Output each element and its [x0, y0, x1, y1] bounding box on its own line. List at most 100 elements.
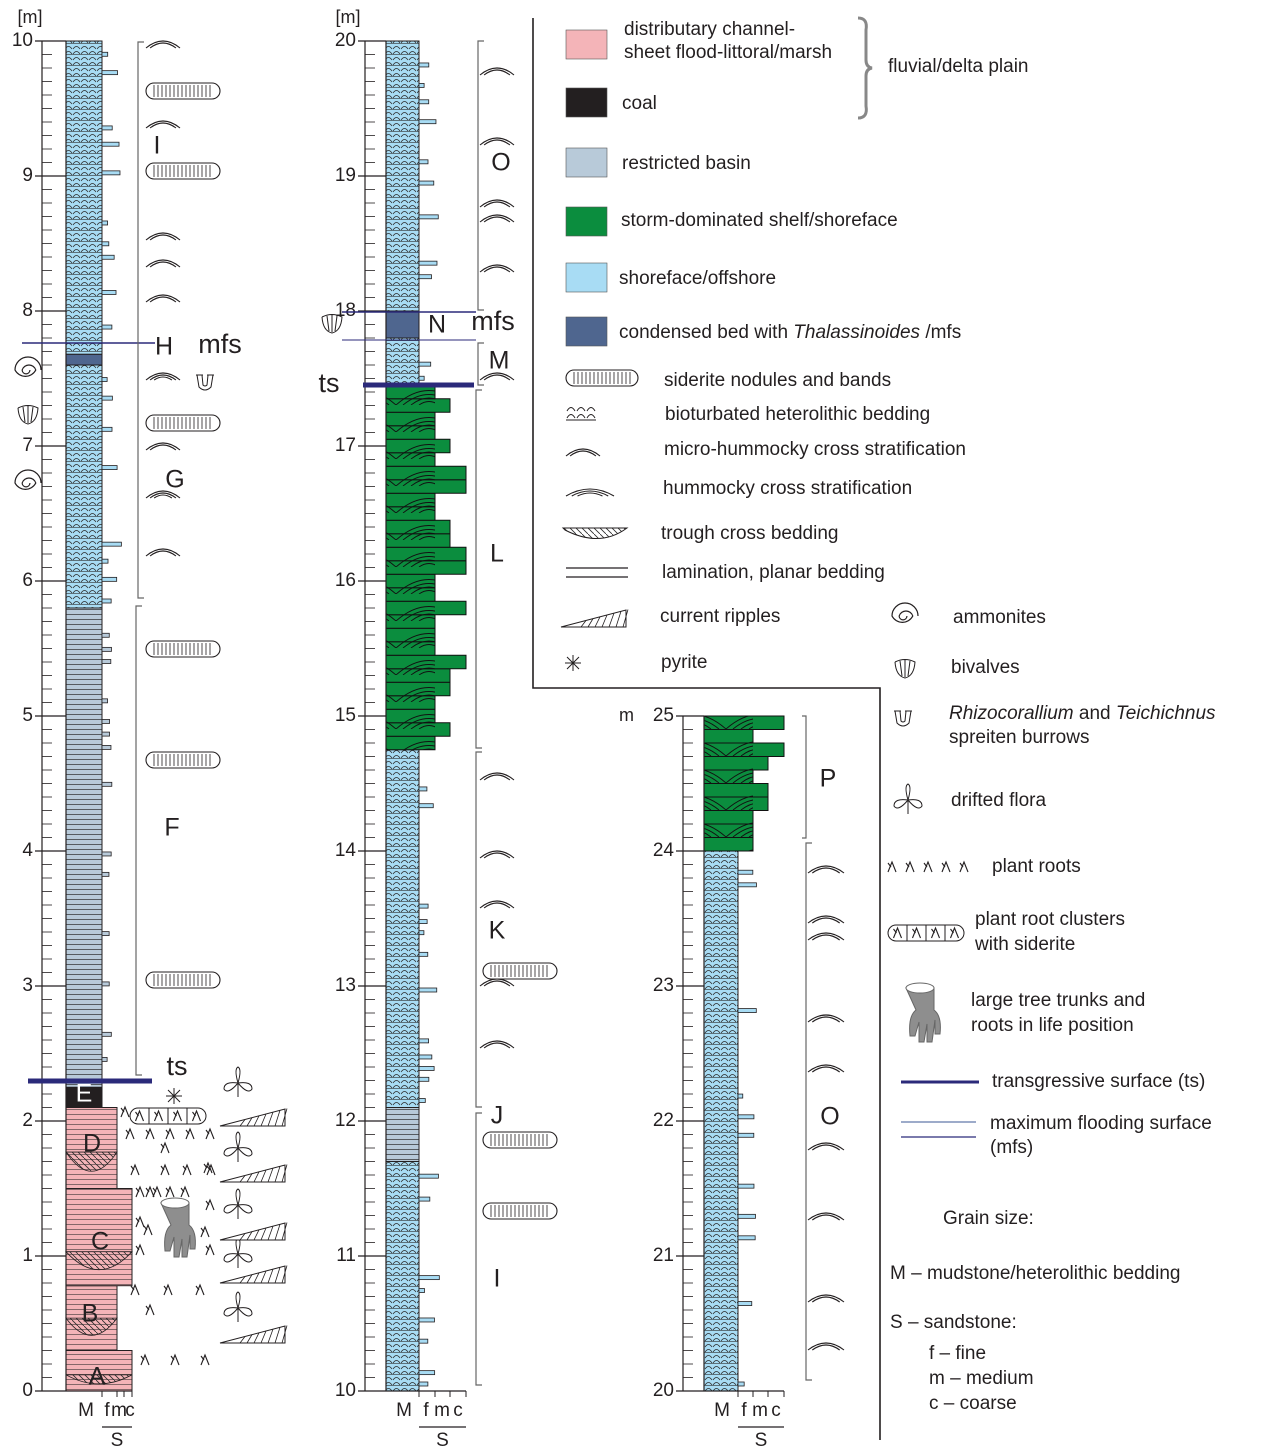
sand-bed — [419, 904, 428, 908]
sand-bed — [419, 100, 429, 104]
symbol-label: roots in life position — [971, 1015, 1134, 1036]
symbol-label: hummocky cross stratification — [663, 478, 912, 499]
grain-size-entry: f – fine — [929, 1343, 986, 1364]
tick-label: 11 — [336, 1245, 356, 1266]
sand-bed — [419, 1339, 428, 1343]
page: { "columns": [ {"unit_label": "[m]", "ra… — [0, 0, 1261, 1452]
siderite-symbol — [146, 641, 220, 657]
sand-bed — [102, 1032, 111, 1036]
facies-swatch — [566, 263, 607, 292]
root-symbol — [126, 1129, 134, 1139]
tick-label: 2 — [22, 1110, 33, 1131]
root-symbol — [166, 1129, 174, 1139]
tick-label: 14 — [335, 840, 357, 861]
root-symbol — [144, 1225, 152, 1235]
hcs-symbol — [808, 1295, 844, 1302]
symbol-label: ammonites — [953, 607, 1046, 628]
unit-label: m — [619, 705, 634, 725]
ripple-symbol — [220, 1326, 285, 1343]
tick-label: 21 — [653, 1245, 674, 1266]
facies-label-part: distributary channel- — [624, 19, 795, 40]
sand-bed — [419, 931, 424, 935]
root-symbol — [181, 1187, 189, 1197]
sand-bed — [419, 920, 427, 924]
symbol-label-part: spreiten burrows — [949, 727, 1089, 748]
tree-symbol — [906, 988, 940, 1042]
sand-bed — [419, 1371, 435, 1375]
sand-bed — [419, 181, 434, 185]
symbol-label-part: current ripples — [660, 606, 780, 627]
unit-name: F — [164, 814, 179, 842]
symbol-label: siderite nodules and bands — [664, 370, 891, 391]
bed-texture — [386, 385, 435, 750]
sand-bed — [102, 872, 109, 876]
sand-bed — [102, 126, 112, 130]
facies-label: distributary channel- — [624, 19, 795, 40]
ripple-symbol — [220, 1266, 285, 1283]
root-symbol — [171, 1355, 179, 1365]
facies-label: restricted basin — [622, 153, 751, 174]
unit-name: O — [820, 1103, 839, 1131]
sand-bed — [102, 221, 108, 225]
sand-bed — [419, 160, 428, 164]
unit-bracket — [138, 42, 144, 598]
symbol-label-part: and — [1074, 703, 1116, 724]
sand-bed — [738, 1009, 756, 1013]
root-symbol — [196, 1285, 204, 1295]
root-symbol — [201, 1227, 209, 1237]
facies-label-part: Thalassinoides — [793, 322, 920, 343]
facies-swatch — [566, 148, 607, 177]
unit-name: M — [489, 347, 510, 375]
siderite-symbol — [146, 83, 220, 99]
unit-name: J — [491, 1102, 504, 1130]
group-label: fluvial/delta plain — [888, 56, 1028, 77]
bivalve-symbol — [18, 406, 38, 425]
sand-bed — [102, 852, 111, 856]
root-symbol — [146, 1305, 154, 1315]
symbol-label-part: Rhizocorallium — [949, 703, 1074, 724]
symbol-label-part: trough cross bedding — [661, 523, 838, 544]
root-symbol — [146, 1129, 154, 1139]
hcs-symbol — [808, 933, 844, 940]
sand-bed — [102, 732, 110, 736]
grain-size-label: f — [104, 1400, 110, 1421]
symbol-label-part: ammonites — [953, 607, 1046, 628]
sand-bed — [102, 577, 117, 581]
root-symbol — [131, 1285, 139, 1295]
symbol-label: spreiten burrows — [949, 727, 1089, 748]
hcs-symbol — [480, 979, 514, 986]
unit-name: I — [494, 1265, 501, 1293]
burrow-symbol — [894, 711, 912, 726]
siderite-symbol — [146, 415, 220, 431]
sand-bed — [102, 647, 111, 651]
flora-symbol — [224, 1292, 252, 1322]
tree-top — [906, 983, 934, 993]
root-symbol — [960, 862, 968, 872]
sand-bed — [738, 883, 756, 887]
sand-bed — [419, 275, 431, 279]
root-symbol — [906, 862, 914, 872]
bio-symbol — [566, 408, 596, 421]
tick-label: 0 — [22, 1380, 33, 1401]
symbol-label-part: maximum flooding surface — [990, 1113, 1212, 1134]
tick-label: 20 — [653, 1380, 674, 1401]
siderite-symbol — [483, 963, 557, 979]
ammonite-symbol — [15, 357, 41, 376]
facies-swatch — [566, 30, 607, 59]
bed-texture — [386, 1108, 419, 1162]
unit-name: B — [82, 1300, 99, 1328]
sand-bed — [102, 982, 109, 986]
root-symbol — [131, 1165, 139, 1175]
root-symbol — [121, 1107, 129, 1117]
tick-label: 12 — [335, 1110, 356, 1131]
hcs-symbol — [146, 443, 180, 450]
symbol-label-part: bivalves — [951, 657, 1020, 678]
sand-bed — [419, 952, 428, 956]
sand-bed — [738, 1236, 755, 1240]
root-symbol — [186, 1129, 194, 1139]
siderite-lines — [154, 85, 210, 97]
grain-size-entry: m – medium — [929, 1368, 1034, 1389]
sand-bed — [738, 1302, 752, 1306]
flora-symbol — [224, 1238, 252, 1268]
siderite-lines — [154, 643, 210, 655]
